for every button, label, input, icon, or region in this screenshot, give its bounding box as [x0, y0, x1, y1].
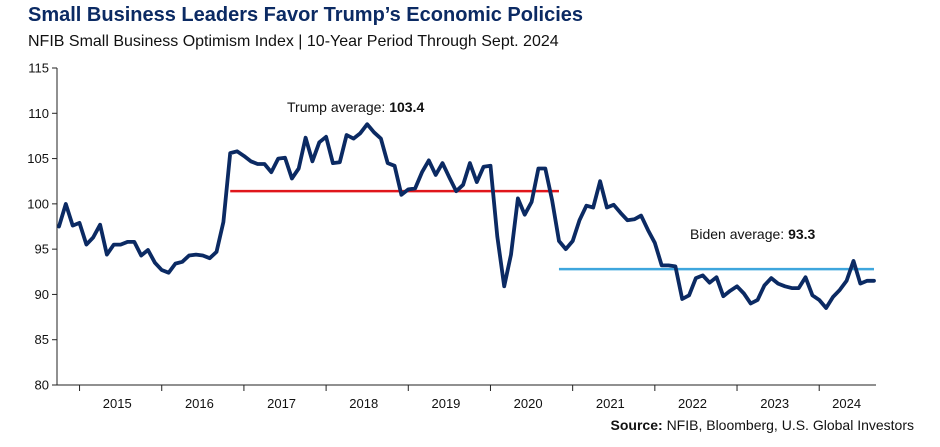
y-tick-label: 80: [35, 378, 49, 393]
y-tick-label: 105: [27, 151, 49, 166]
annotation-value: 103.4: [389, 99, 424, 115]
x-tick-label: 2021: [596, 396, 625, 411]
optimism-index-line: [57, 122, 876, 310]
y-tick-label: 85: [35, 332, 49, 347]
biden-average-annotation: Biden average: 93.3: [690, 226, 816, 242]
source-note: Source: NFIB, Bloomberg, U.S. Global Inv…: [611, 417, 914, 433]
x-axis: 2015 2016 2017 2018 2019 2020 2021 2022 2023 2024: [57, 384, 876, 411]
source-label: Source:: [610, 417, 663, 433]
y-tick-label: 90: [35, 287, 49, 302]
chart-title: Small Business Leaders Favor Trump’s Eco…: [28, 4, 584, 26]
x-tick-label: 2020: [514, 396, 543, 411]
y-axis: 80 85 90 95 100 105 110 115: [27, 61, 58, 393]
y-tick-label: 110: [28, 106, 49, 121]
annotations: Trump average: 103.4 Biden average: 93.3: [287, 99, 816, 242]
x-tick-label: 2016: [185, 396, 214, 411]
trump-average-annotation: Trump average: 103.4: [287, 99, 424, 115]
annotation-label: Biden average:: [690, 226, 788, 242]
x-tick-label: 2017: [267, 396, 296, 411]
chart-subtitle: NFIB Small Business Optimism Index | 10-…: [28, 33, 559, 50]
x-tick-label: 2022: [678, 396, 707, 411]
y-tick-label: 115: [28, 61, 49, 76]
x-tick-label: 2015: [103, 396, 132, 411]
reference-lines: [230, 189, 874, 271]
annotation-label: Trump average:: [287, 99, 389, 115]
source-text: NFIB, Bloomberg, U.S. Global Investors: [666, 417, 914, 433]
x-tick-label: 2019: [431, 396, 460, 411]
annotation-value: 93.3: [788, 226, 815, 242]
y-tick-label: 100: [27, 196, 49, 211]
x-tick-label: 2023: [760, 396, 789, 411]
x-tick-label: 2024: [832, 396, 861, 411]
x-tick-label: 2018: [349, 396, 378, 411]
y-tick-label: 95: [35, 242, 49, 257]
series-layer: [57, 122, 876, 310]
